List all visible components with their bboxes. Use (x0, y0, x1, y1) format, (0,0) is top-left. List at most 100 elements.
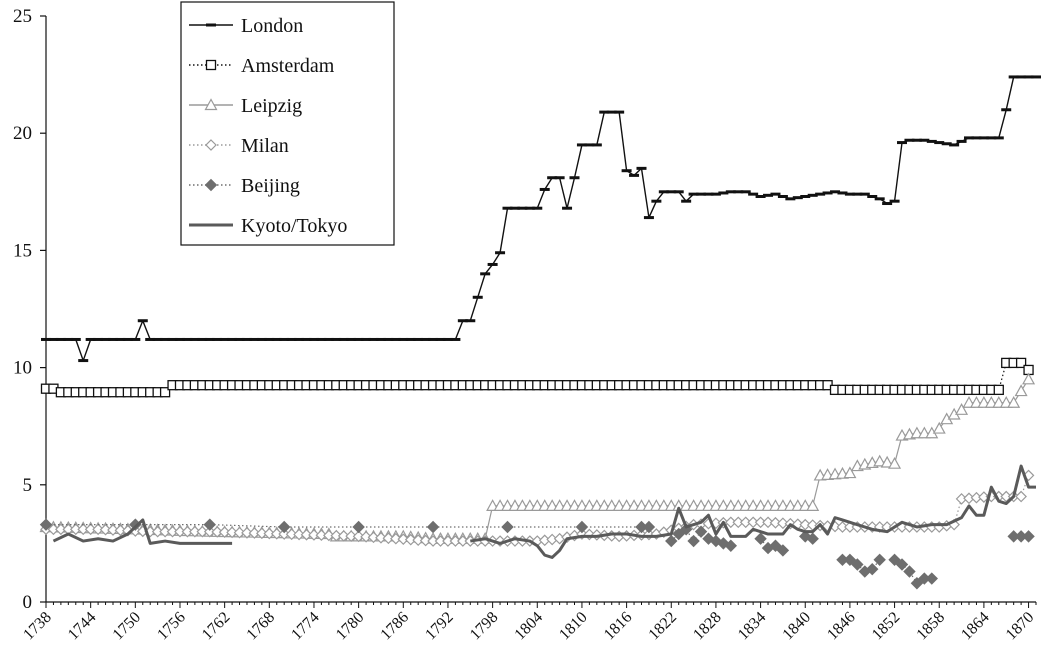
series-line-kyoto-tokyo (52, 518, 233, 545)
data-point-leipzig (843, 466, 857, 479)
data-point-beijing (642, 520, 656, 534)
data-point-milan (330, 529, 343, 542)
x-tick-label: 1738 (20, 609, 55, 644)
data-point-milan (203, 525, 216, 538)
data-point-beijing (203, 518, 216, 531)
data-point-beijing (903, 565, 916, 578)
series-amsterdam (40, 357, 1034, 398)
legend-label-beijing: Beijing (241, 175, 300, 197)
y-tick-label: 15 (13, 240, 32, 261)
data-point-leipzig (932, 421, 946, 434)
legend-box (180, 1, 395, 246)
x-tick-label: 1852 (869, 609, 904, 644)
data-point-amsterdam (159, 387, 171, 398)
x-tick-label: 1774 (288, 609, 323, 644)
data-point-beijing (687, 534, 700, 548)
x-tick-label: 1786 (377, 609, 412, 644)
data-point-legend-leipzig (204, 98, 218, 111)
data-point-milan (769, 516, 782, 529)
data-point-beijing (1022, 530, 1035, 543)
data-point-beijing (724, 539, 738, 552)
data-point-beijing (925, 572, 938, 585)
y-tick-label: 5 (23, 475, 33, 496)
data-point-milan (397, 533, 410, 546)
data-point-beijing (776, 544, 790, 557)
series-layer (39, 75, 1041, 590)
data-point-beijing (39, 518, 53, 531)
data-point-beijing (694, 525, 708, 538)
legend-label-milan: Milan (241, 135, 289, 157)
legend-label-leipzig: Leipzig (241, 95, 302, 117)
x-tick-label: 1870 (1003, 609, 1038, 644)
data-point-leipzig (1022, 372, 1036, 385)
data-point-leipzig (873, 454, 887, 467)
legend: London Amsterdam Leipzig Milan Beijing Kyoto/… (180, 1, 395, 246)
x-tick-label: 1834 (735, 609, 770, 644)
data-point-milan (799, 518, 812, 531)
data-point-milan (263, 527, 276, 540)
data-point-milan (390, 532, 402, 545)
x-tick-label: 1846 (824, 609, 859, 644)
x-tick-label: 1792 (422, 609, 457, 644)
x-tick-label: 1768 (243, 609, 278, 644)
data-point-milan (762, 516, 774, 529)
y-tick-label: 10 (13, 358, 32, 379)
data-point-milan (412, 534, 425, 546)
data-point-legend-milan (205, 139, 217, 151)
data-point-beijing (575, 520, 589, 534)
data-point-beijing (672, 527, 685, 541)
data-point-milan (308, 529, 320, 541)
data-point-beijing (866, 562, 879, 576)
data-point-leipzig (806, 499, 820, 511)
data-point-milan (323, 529, 335, 542)
data-point-milan (293, 528, 305, 541)
x-tick-label: 1756 (154, 609, 189, 644)
legend-label-amsterdam: Amsterdam (241, 55, 335, 77)
x-tick-label: 1858 (913, 609, 948, 644)
data-point-milan (419, 534, 432, 547)
data-point-beijing (277, 520, 291, 534)
data-point-leipzig (880, 455, 894, 468)
data-point-milan (278, 528, 291, 540)
data-point-beijing (910, 577, 924, 590)
x-tick-label: 1828 (690, 609, 725, 644)
x-tick-label: 1822 (645, 609, 680, 644)
data-point-beijing (843, 553, 857, 567)
series-london (41, 75, 1041, 363)
x-tick-label: 1762 (199, 609, 234, 644)
data-point-milan (114, 524, 127, 537)
data-point-milan (107, 524, 119, 536)
data-point-milan (270, 527, 283, 540)
data-point-milan (233, 526, 246, 539)
data-point-milan (248, 527, 261, 539)
data-point-beijing (888, 553, 901, 567)
data-point-leipzig (888, 456, 902, 469)
data-point-beijing (501, 520, 514, 534)
x-tick-label: 1750 (110, 609, 145, 644)
data-point-milan (404, 533, 417, 546)
data-point-beijing (895, 558, 909, 571)
legend-label-kyoto-tokyo: Kyoto/Tokyo (241, 215, 347, 237)
data-point-milan (315, 529, 328, 542)
x-tick-label: 1744 (65, 609, 100, 644)
x-tick-label: 1810 (556, 609, 591, 644)
series-leipzig (39, 372, 1036, 544)
data-point-leipzig (955, 403, 969, 415)
axes: 0 5 10 15 20 25 1738 1744 1750 1756 1762 1768 1774 17… (13, 6, 1037, 643)
data-point-milan (226, 526, 238, 539)
data-point-milan (777, 517, 789, 530)
series-beijing (39, 518, 1035, 590)
series-line-kyoto-tokyo (470, 464, 1036, 559)
x-tick-label: 1840 (779, 609, 814, 644)
data-point-amsterdam (993, 384, 1004, 396)
data-point-amsterdam (1015, 357, 1027, 369)
data-point-milan (337, 530, 350, 542)
data-point-beijing (754, 532, 767, 545)
data-point-beijing (665, 534, 678, 548)
x-tick-label: 1816 (601, 609, 636, 644)
data-point-leipzig (1007, 396, 1021, 408)
data-point-milan (375, 531, 387, 544)
data-point-legend-beijing (204, 178, 218, 192)
